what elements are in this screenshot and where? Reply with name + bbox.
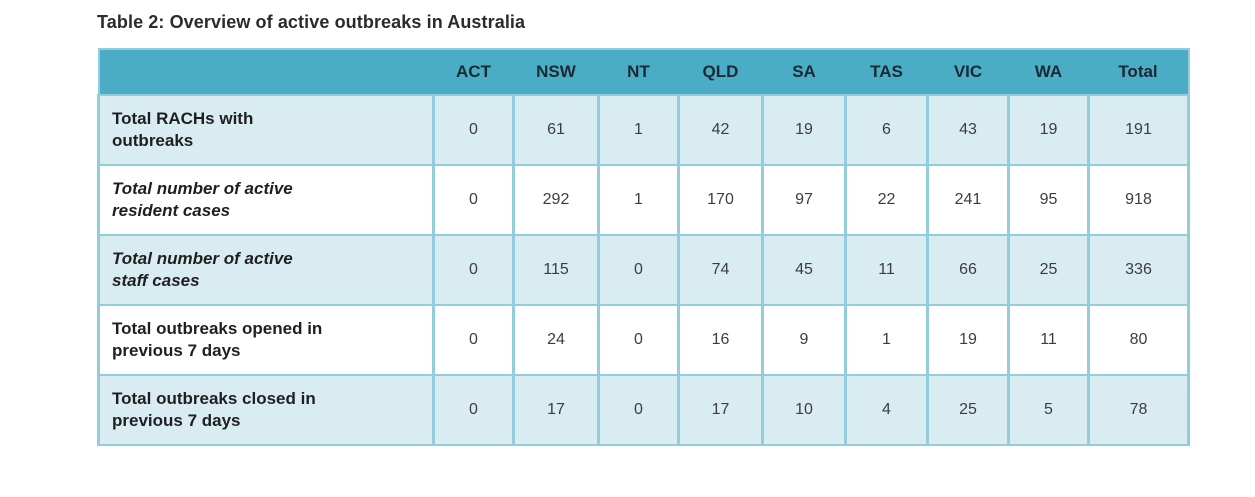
data-cell: 4 (844, 374, 929, 446)
data-cell: 17 (677, 374, 764, 446)
data-cell: 0 (432, 234, 515, 306)
data-cell: 10 (761, 374, 847, 446)
data-cell: 80 (1087, 304, 1190, 376)
data-cell: 1 (844, 304, 929, 376)
data-cell: 24 (512, 304, 600, 376)
data-cell: 19 (761, 94, 847, 166)
column-header-tas: TAS (845, 49, 928, 96)
data-cell: 5 (1007, 374, 1090, 446)
table-row: Total number of active staff cases 0 115… (97, 234, 1190, 306)
data-cell: 95 (1007, 164, 1090, 236)
column-header-act: ACT (433, 49, 514, 96)
column-header-total: Total (1088, 49, 1189, 96)
data-cell: 43 (926, 94, 1010, 166)
data-cell: 9 (761, 304, 847, 376)
data-cell: 78 (1087, 374, 1190, 446)
data-cell: 19 (1007, 94, 1090, 166)
data-cell: 0 (597, 374, 680, 446)
table-row: Total outbreaks opened in previous 7 day… (97, 304, 1190, 376)
data-cell: 170 (677, 164, 764, 236)
column-header-qld: QLD (678, 49, 763, 96)
row-label: Total outbreaks opened in previous 7 day… (97, 304, 435, 376)
table-row: Total outbreaks closed in previous 7 day… (97, 374, 1190, 446)
corner-cell (98, 49, 434, 96)
row-label: Total outbreaks closed in previous 7 day… (97, 374, 435, 446)
data-cell: 25 (1007, 234, 1090, 306)
data-cell: 0 (432, 164, 515, 236)
row-label: Total RACHs with outbreaks (97, 94, 435, 166)
data-cell: 0 (432, 374, 515, 446)
data-cell: 16 (677, 304, 764, 376)
column-header-wa: WA (1008, 49, 1089, 96)
data-cell: 74 (677, 234, 764, 306)
table-title: Table 2: Overview of active outbreaks in… (97, 12, 526, 32)
data-cell: 292 (512, 164, 600, 236)
data-cell: 11 (844, 234, 929, 306)
data-cell: 25 (926, 374, 1010, 446)
data-cell: 0 (432, 304, 515, 376)
data-cell: 42 (677, 94, 764, 166)
data-cell: 0 (432, 94, 515, 166)
data-cell: 11 (1007, 304, 1090, 376)
table-row: Total number of active resident cases 0 … (97, 164, 1190, 236)
data-cell: 1 (597, 164, 680, 236)
data-cell: 336 (1087, 234, 1190, 306)
data-cell: 61 (512, 94, 600, 166)
data-cell: 1 (597, 94, 680, 166)
data-cell: 191 (1087, 94, 1190, 166)
data-cell: 6 (844, 94, 929, 166)
data-cell: 17 (512, 374, 600, 446)
data-cell: 45 (761, 234, 847, 306)
outbreaks-table: ACT NSW NT QLD SA TAS VIC WA Total Total… (97, 48, 1190, 446)
table-row: Total RACHs with outbreaks 0 61 1 42 19 … (97, 94, 1190, 166)
data-cell: 66 (926, 234, 1010, 306)
data-cell: 22 (844, 164, 929, 236)
header-row: ACT NSW NT QLD SA TAS VIC WA Total (98, 49, 1189, 96)
data-cell: 0 (597, 234, 680, 306)
data-cell: 19 (926, 304, 1010, 376)
data-cell: 0 (597, 304, 680, 376)
row-label: Total number of active staff cases (97, 234, 435, 306)
row-label: Total number of active resident cases (97, 164, 435, 236)
data-cell: 918 (1087, 164, 1190, 236)
column-header-nt: NT (598, 49, 679, 96)
data-cell: 97 (761, 164, 847, 236)
data-cell: 115 (512, 234, 600, 306)
data-cell: 241 (926, 164, 1010, 236)
column-header-sa: SA (762, 49, 846, 96)
column-header-vic: VIC (927, 49, 1009, 96)
column-header-nsw: NSW (513, 49, 599, 96)
